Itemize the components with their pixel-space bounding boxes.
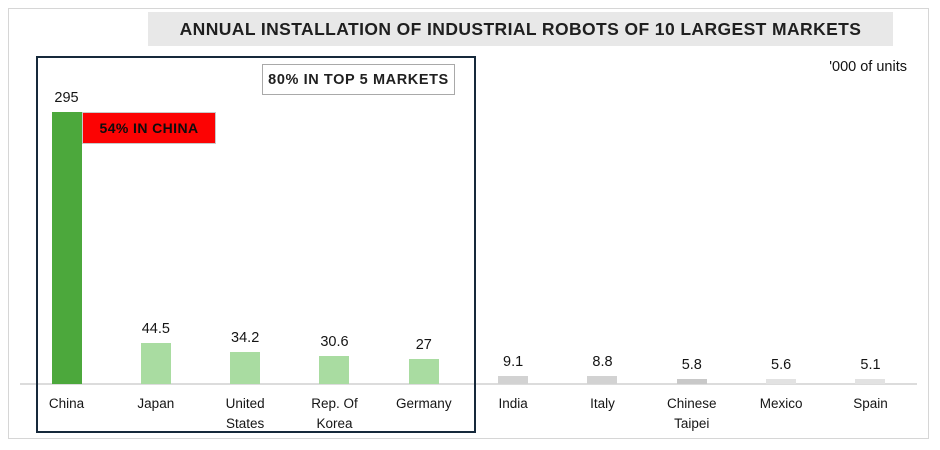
bar-value-india: 9.1 [503,353,524,370]
bar-value-china: 295 [54,90,79,106]
chart-title: ANNUAL INSTALLATION OF INDUSTRIAL ROBOTS… [179,18,862,39]
bar-china [51,112,82,384]
bar-category-japan: Japan [137,396,175,411]
bar-category-italy: Italy [590,396,615,411]
bar-rep-of-korea [319,355,350,384]
bar-value-united-states: 34.2 [231,330,260,347]
bar-value-mexico: 5.6 [771,356,792,373]
bar-category-rep-of-korea: Rep. Of Korea [311,396,358,432]
bar-japan [140,342,171,384]
bar-spain [855,379,886,384]
top5-callout-label: 80% IN TOP 5 MARKETS [268,71,449,88]
bar-india [498,375,529,384]
bar-value-japan: 44.5 [141,320,170,337]
units-note: '000 of units [829,59,907,75]
bar-value-chinese-taipei: 5.8 [681,356,702,373]
bar-italy [587,375,618,384]
bar-value-germany: 27 [415,337,432,354]
bar-category-china: China [48,396,85,411]
bar-germany [408,359,439,384]
bar-chinese-taipei [676,378,707,384]
china-callout-label: 54% IN CHINA [99,120,199,136]
bar-category-united-states: United States [225,396,265,432]
bar-value-spain: 5.1 [860,357,881,374]
china-callout: 54% IN CHINA [82,112,216,144]
bar-value-rep-of-korea: 30.6 [320,333,349,350]
bar-category-india: India [498,396,528,411]
bar-united-states [230,352,261,384]
bar-category-mexico: Mexico [759,396,803,411]
bar-mexico [766,378,797,384]
bar-category-germany: Germany [396,396,452,411]
title-band: ANNUAL INSTALLATION OF INDUSTRIAL ROBOTS… [148,12,893,46]
top5-callout: 80% IN TOP 5 MARKETS [262,64,455,95]
outer-frame [8,8,929,439]
bar-value-italy: 8.8 [592,353,613,370]
x-axis-line [20,383,917,385]
bar-category-spain: Spain [853,396,888,411]
bar-category-chinese-taipei: Chinese Taipei [667,396,717,432]
